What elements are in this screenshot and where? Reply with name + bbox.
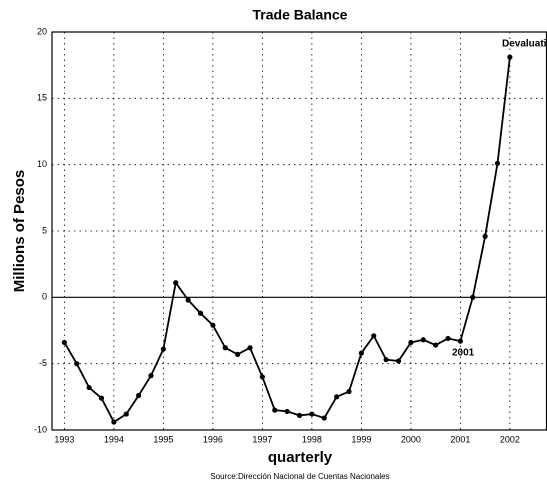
data-point <box>197 310 204 316</box>
data-point <box>494 160 501 166</box>
x-tick-label: 1996 <box>203 434 223 444</box>
y-tick-label: 5 <box>42 225 47 235</box>
annotation: 2001 <box>452 348 475 359</box>
data-point <box>185 297 191 303</box>
y-tick-label: 10 <box>37 159 47 169</box>
data-point <box>383 357 389 363</box>
data-point <box>222 345 228 351</box>
data-point <box>321 415 327 421</box>
data-point <box>334 394 340 400</box>
y-tick-label: 20 <box>37 26 47 36</box>
data-point <box>395 358 402 364</box>
y-tick-label: 15 <box>37 93 47 103</box>
data-point <box>160 346 166 352</box>
data-point <box>470 294 476 300</box>
data-point <box>210 322 216 328</box>
data-point <box>433 342 439 348</box>
data-point <box>358 350 364 356</box>
data-point <box>371 333 377 339</box>
annotation: Devaluation <box>502 39 547 50</box>
chart-title: Trade Balance <box>253 7 348 23</box>
data-point <box>98 395 105 401</box>
x-tick-label: 2002 <box>500 434 520 444</box>
data-point <box>173 280 179 286</box>
x-tick-label: 1999 <box>351 434 371 444</box>
data-point <box>408 339 414 346</box>
data-point <box>346 388 352 395</box>
data-point <box>148 373 154 379</box>
data-point <box>420 337 426 343</box>
data-point <box>445 335 451 342</box>
data-point <box>136 392 142 399</box>
data-point <box>284 408 290 415</box>
data-point <box>507 54 513 60</box>
data-point <box>259 374 265 380</box>
data-point <box>457 338 463 344</box>
data-point <box>111 419 117 425</box>
data-point <box>296 412 303 419</box>
data-point <box>235 351 241 357</box>
data-point <box>247 345 253 351</box>
plot-frame <box>51 31 547 431</box>
x-tick-label: 2000 <box>401 434 421 444</box>
x-tick-label: 1995 <box>153 434 173 444</box>
x-tick-label: 1993 <box>54 434 74 444</box>
y-tick-label: -5 <box>39 358 47 368</box>
x-axis-label: quarterly <box>268 449 333 466</box>
data-point <box>86 384 92 391</box>
data-point <box>272 407 278 413</box>
data-line <box>63 57 511 424</box>
x-tick-label: 1998 <box>302 434 322 444</box>
data-point <box>309 411 315 417</box>
x-tick-label: 2001 <box>450 434 470 444</box>
x-tick-label: 1994 <box>104 434 124 444</box>
data-point <box>482 233 488 239</box>
source-note: Source:Dirección Nacional de Cuentas Nac… <box>210 472 389 481</box>
data-point <box>123 411 129 417</box>
y-tick-label: 0 <box>42 292 47 302</box>
y-tick-label: -10 <box>34 424 47 434</box>
x-tick-label: 1997 <box>252 434 272 444</box>
y-axis-label: Millions of Pesos <box>11 170 28 293</box>
data-point <box>61 339 67 346</box>
data-point <box>74 361 80 367</box>
